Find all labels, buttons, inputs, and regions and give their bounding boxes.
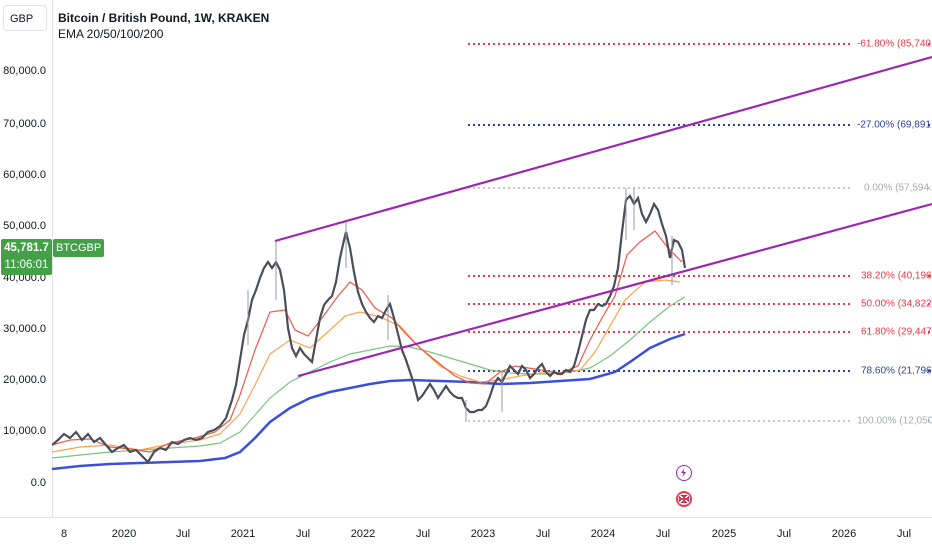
x-tick: 2021: [230, 528, 256, 540]
currency-button[interactable]: GBP: [3, 5, 47, 31]
ema-20-line: [52, 230, 683, 453]
x-tick: 2022: [350, 528, 376, 540]
fib-label-50: 50.00% (34,822.1): [861, 298, 932, 310]
time-axis[interactable]: 8 2020 Jul 2021 Jul 2022 Jul 2023 Jul 20…: [0, 517, 932, 551]
x-tick: Jul: [896, 528, 912, 540]
x-tick: Jul: [415, 528, 431, 540]
y-tick: 50,000.0: [3, 220, 46, 232]
candlesticks[interactable]: [52, 188, 687, 464]
bar-countdown: 11:06:01: [4, 259, 49, 271]
fib-extension[interactable]: [468, 43, 932, 422]
x-tick: Jul: [295, 528, 311, 540]
fib-label-100: 100.00% (12,050.0): [857, 415, 932, 427]
x-tick: Jul: [776, 528, 792, 540]
y-tick: 70,000.0: [3, 118, 46, 130]
indicator-legend[interactable]: EMA 20/50/100/200: [58, 27, 164, 41]
y-tick: 60,000.0: [3, 169, 46, 181]
symbol-label: BTCGBP: [53, 239, 105, 257]
upper-channel-trendline[interactable]: [274, 55, 932, 243]
ema-100-line: [52, 296, 686, 459]
x-tick: Jul: [175, 528, 191, 540]
price-axis[interactable]: GBP 80,000.0 70,000.0 60,000.0 50,000.0 …: [0, 0, 53, 517]
x-tick: Jul: [535, 528, 551, 540]
x-tick: 8: [60, 528, 68, 540]
y-tick: 40,000.0: [3, 272, 46, 284]
fib-label-0: 0.00% (57,594.2): [864, 182, 932, 194]
y-tick: 30,000.0: [3, 323, 46, 335]
chart-title[interactable]: Bitcoin / British Pound, 1W, KRAKEN: [58, 11, 270, 25]
ema-50-line: [52, 279, 681, 453]
x-tick: Jul: [655, 528, 671, 540]
x-tick: 2020: [111, 528, 137, 540]
uk-flag-event-icon[interactable]: [676, 491, 692, 507]
fib-label-78: 78.60% (21,796.5): [861, 365, 932, 377]
x-tick: 2024: [590, 528, 616, 540]
x-tick: 2023: [470, 528, 496, 540]
fib-label-neg27: -27.00% (69,891.1): [857, 119, 932, 131]
last-price-label: 45,781.7 11:06:01: [1, 239, 52, 275]
fib-label-61: 61.80% (29,447.9): [861, 326, 932, 338]
x-tick: 2026: [831, 528, 857, 540]
fib-label-38: 38.20% (40,196.3): [861, 270, 932, 282]
price-chart[interactable]: [52, 0, 932, 517]
fib-label-neg61: -61.80% (85,740.5): [857, 38, 932, 50]
y-tick: 0.0: [30, 477, 46, 489]
y-tick: 80,000.0: [3, 65, 46, 77]
ema-200-line: [52, 332, 686, 471]
lower-channel-trendline[interactable]: [297, 202, 932, 378]
x-tick: 2025: [711, 528, 737, 540]
y-tick: 10,000.0: [3, 425, 46, 437]
last-price: 45,781.7: [4, 242, 49, 254]
lightning-event-icon[interactable]: [676, 465, 692, 481]
y-tick: 20,000.0: [3, 374, 46, 386]
